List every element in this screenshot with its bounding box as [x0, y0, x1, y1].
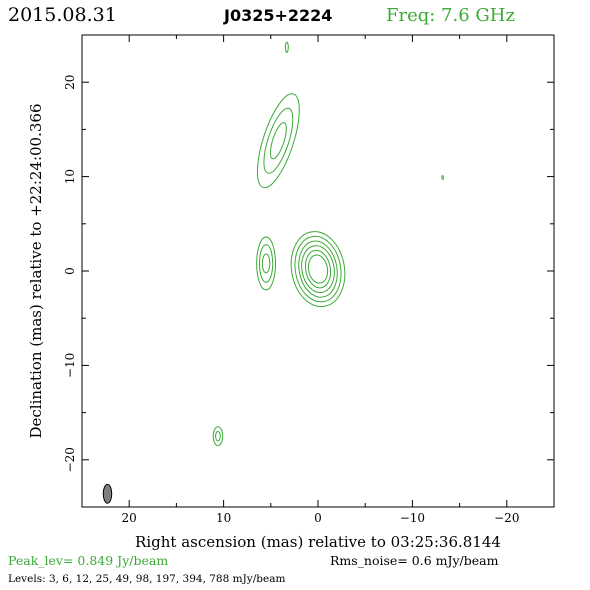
- y-tick-label: −10: [63, 353, 77, 378]
- contour-line: [304, 249, 332, 289]
- contour-line: [256, 93, 300, 189]
- y-tick-label: 10: [63, 169, 77, 184]
- contour-line: [294, 235, 342, 303]
- contour-knot-east: [256, 236, 277, 291]
- contour-line: [261, 253, 271, 274]
- contour-speck-top: [284, 41, 289, 53]
- rms-noise: Rms_noise= 0.6 mJy/beam: [330, 553, 499, 568]
- frequency-label: Freq: 7.6 GHz: [386, 5, 515, 26]
- date-label: 2015.08.31: [8, 4, 117, 26]
- contour-knot-south: [212, 426, 224, 447]
- y-axis-label: Declination (mas) relative to +22:24:00.…: [27, 103, 45, 438]
- tick-marks: [81, 34, 555, 508]
- contour-line: [284, 41, 289, 53]
- contour-line: [269, 122, 287, 160]
- contour-jet-north: [256, 93, 300, 189]
- y-tick-label: 20: [63, 75, 77, 90]
- contour-core: [290, 231, 346, 308]
- y-tick-label: −20: [63, 447, 77, 472]
- contour-line: [215, 430, 221, 442]
- x-tick-label: −20: [494, 511, 519, 525]
- contour-line: [290, 231, 346, 308]
- contour-line: [441, 175, 444, 180]
- peak-level: Peak_lev= 0.849 Jy/beam: [8, 553, 168, 568]
- contour-line: [298, 240, 338, 298]
- x-tick-label: 10: [216, 511, 231, 525]
- contour-line: [301, 245, 335, 294]
- tick-labels: 20 10 0 −10 −20 20 10 0 −10 −20: [63, 75, 519, 525]
- x-tick-label: 20: [122, 511, 137, 525]
- restoring-beam: [102, 483, 113, 504]
- y-tick-label: 0: [63, 267, 77, 275]
- contour-line: [256, 236, 277, 291]
- contour-speck-right: [441, 175, 444, 180]
- contour-map: [212, 41, 444, 447]
- contour-line: [258, 244, 274, 283]
- x-tick-label: 0: [314, 511, 322, 525]
- x-tick-label: −10: [400, 511, 425, 525]
- contour-line: [263, 107, 294, 174]
- x-axis-label: Right ascension (mas) relative to 03:25:…: [135, 533, 501, 551]
- contour-line: [212, 426, 224, 447]
- contour-line: [307, 254, 329, 284]
- beam-ellipse: [102, 483, 113, 504]
- contour-levels: Levels: 3, 6, 12, 25, 49, 98, 197, 394, …: [8, 573, 285, 585]
- source-title: J0325+2224: [223, 6, 332, 25]
- plot-frame: [81, 34, 555, 508]
